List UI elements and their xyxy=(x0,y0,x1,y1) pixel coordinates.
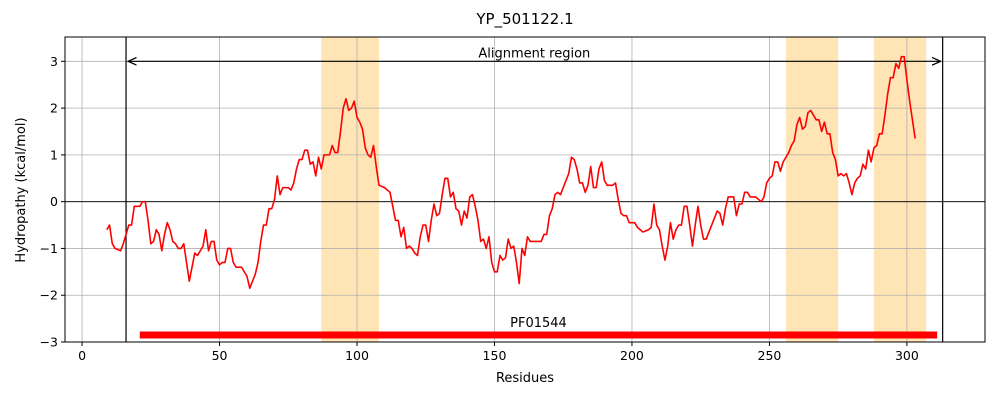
x-tick-label: 50 xyxy=(212,348,228,363)
x-tick-label: 300 xyxy=(895,348,919,363)
domain-label: PF01544 xyxy=(510,316,567,331)
y-tick-label: 2 xyxy=(50,101,58,116)
highlight-span xyxy=(785,37,839,342)
axes-frame xyxy=(64,36,986,343)
highlight-span xyxy=(321,37,379,342)
x-axis-label: Residues xyxy=(496,371,554,386)
y-tick-label: 3 xyxy=(50,54,58,69)
y-tick-label: −1 xyxy=(40,241,58,256)
x-tick-label: 150 xyxy=(483,348,507,363)
y-tick-label: −3 xyxy=(40,335,58,350)
hydropathy-line xyxy=(106,55,916,289)
y-axis-label: Hydropathy (kcal/mol) xyxy=(14,117,29,262)
x-tick-label: 250 xyxy=(758,348,782,363)
chart-title: YP_501122.1 xyxy=(475,10,573,29)
y-tick-label: −2 xyxy=(40,288,58,303)
x-tick-label: 100 xyxy=(345,348,369,363)
y-tick-label: 1 xyxy=(50,147,58,162)
plot-area: 0 50 100 150 200 250 300 −3 −2 −1 0 1 2 3 Alignment re… xyxy=(40,36,986,363)
x-tick-label: 0 xyxy=(78,348,86,363)
annotation-label: Alignment region xyxy=(478,46,590,61)
y-tick-label: 0 xyxy=(50,194,58,209)
highlight-span xyxy=(873,37,927,342)
x-tick-label: 200 xyxy=(620,348,644,363)
